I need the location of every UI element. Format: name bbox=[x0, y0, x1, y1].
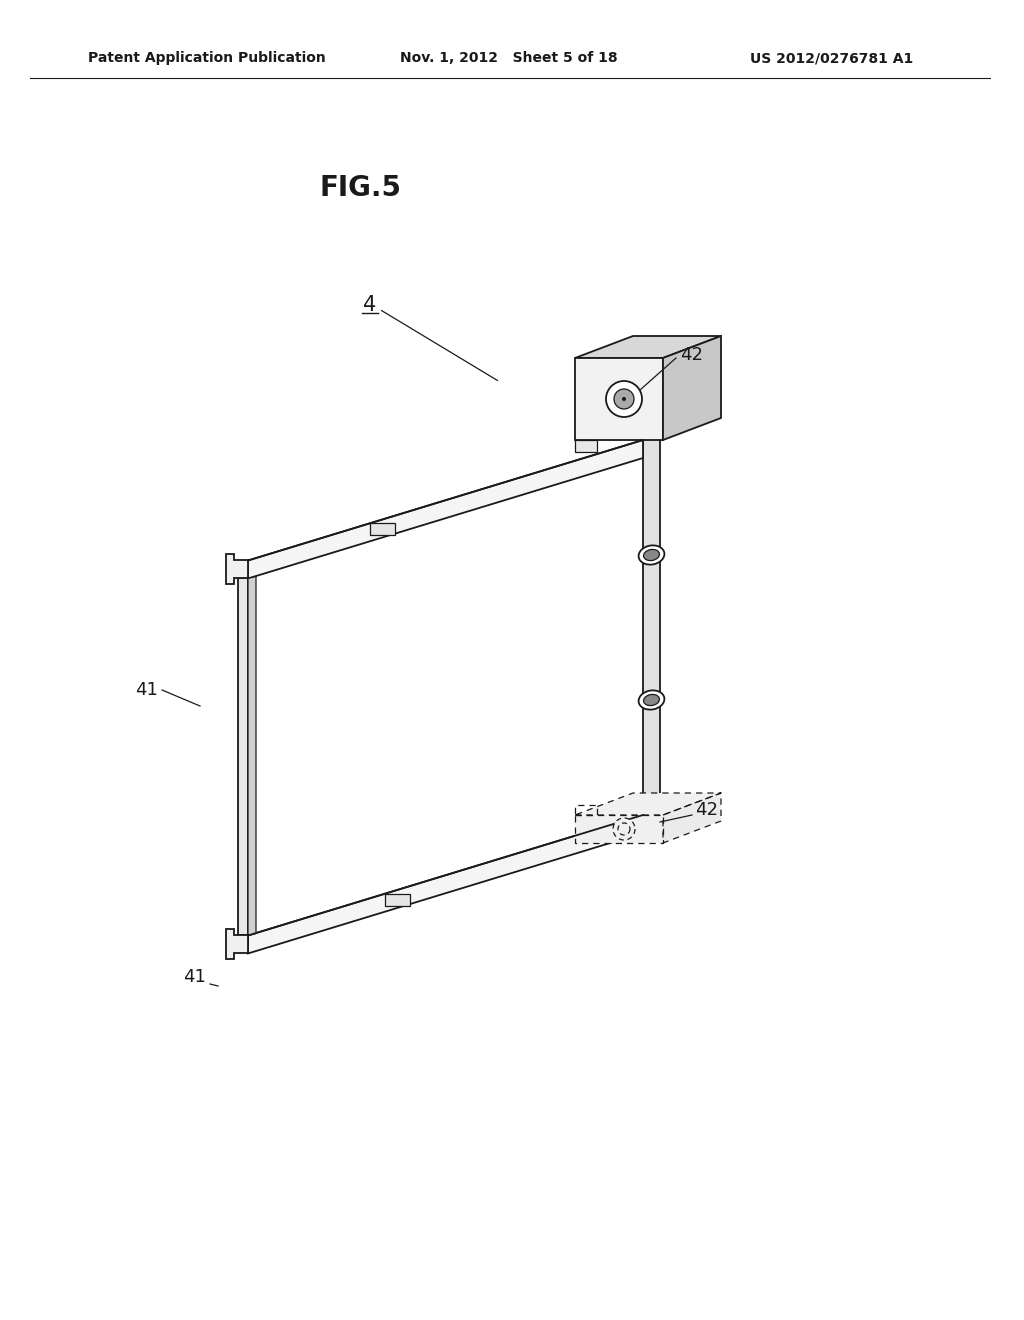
Ellipse shape bbox=[643, 694, 659, 706]
Text: 41: 41 bbox=[135, 681, 158, 700]
Text: 42: 42 bbox=[695, 801, 718, 818]
Ellipse shape bbox=[639, 690, 665, 710]
Text: Patent Application Publication: Patent Application Publication bbox=[88, 51, 326, 65]
Polygon shape bbox=[248, 440, 643, 578]
Polygon shape bbox=[663, 793, 721, 843]
Polygon shape bbox=[575, 337, 721, 358]
Polygon shape bbox=[575, 440, 597, 451]
Text: 4: 4 bbox=[364, 294, 377, 315]
Polygon shape bbox=[248, 577, 256, 936]
Polygon shape bbox=[226, 554, 248, 585]
Text: US 2012/0276781 A1: US 2012/0276781 A1 bbox=[750, 51, 913, 65]
Circle shape bbox=[606, 381, 642, 417]
Polygon shape bbox=[575, 814, 663, 843]
Polygon shape bbox=[575, 358, 663, 440]
Text: Nov. 1, 2012   Sheet 5 of 18: Nov. 1, 2012 Sheet 5 of 18 bbox=[400, 51, 617, 65]
Polygon shape bbox=[226, 929, 248, 960]
Ellipse shape bbox=[643, 549, 659, 561]
Polygon shape bbox=[248, 814, 643, 953]
Text: FIG.5: FIG.5 bbox=[319, 174, 401, 202]
Polygon shape bbox=[238, 578, 248, 936]
Circle shape bbox=[613, 818, 635, 840]
Text: 42: 42 bbox=[680, 346, 703, 364]
Polygon shape bbox=[575, 793, 721, 814]
Polygon shape bbox=[385, 894, 410, 906]
Ellipse shape bbox=[639, 545, 665, 565]
Circle shape bbox=[614, 389, 634, 409]
Polygon shape bbox=[370, 523, 395, 536]
Circle shape bbox=[622, 397, 626, 401]
Polygon shape bbox=[643, 428, 660, 814]
Text: 41: 41 bbox=[183, 968, 207, 986]
Polygon shape bbox=[663, 337, 721, 440]
